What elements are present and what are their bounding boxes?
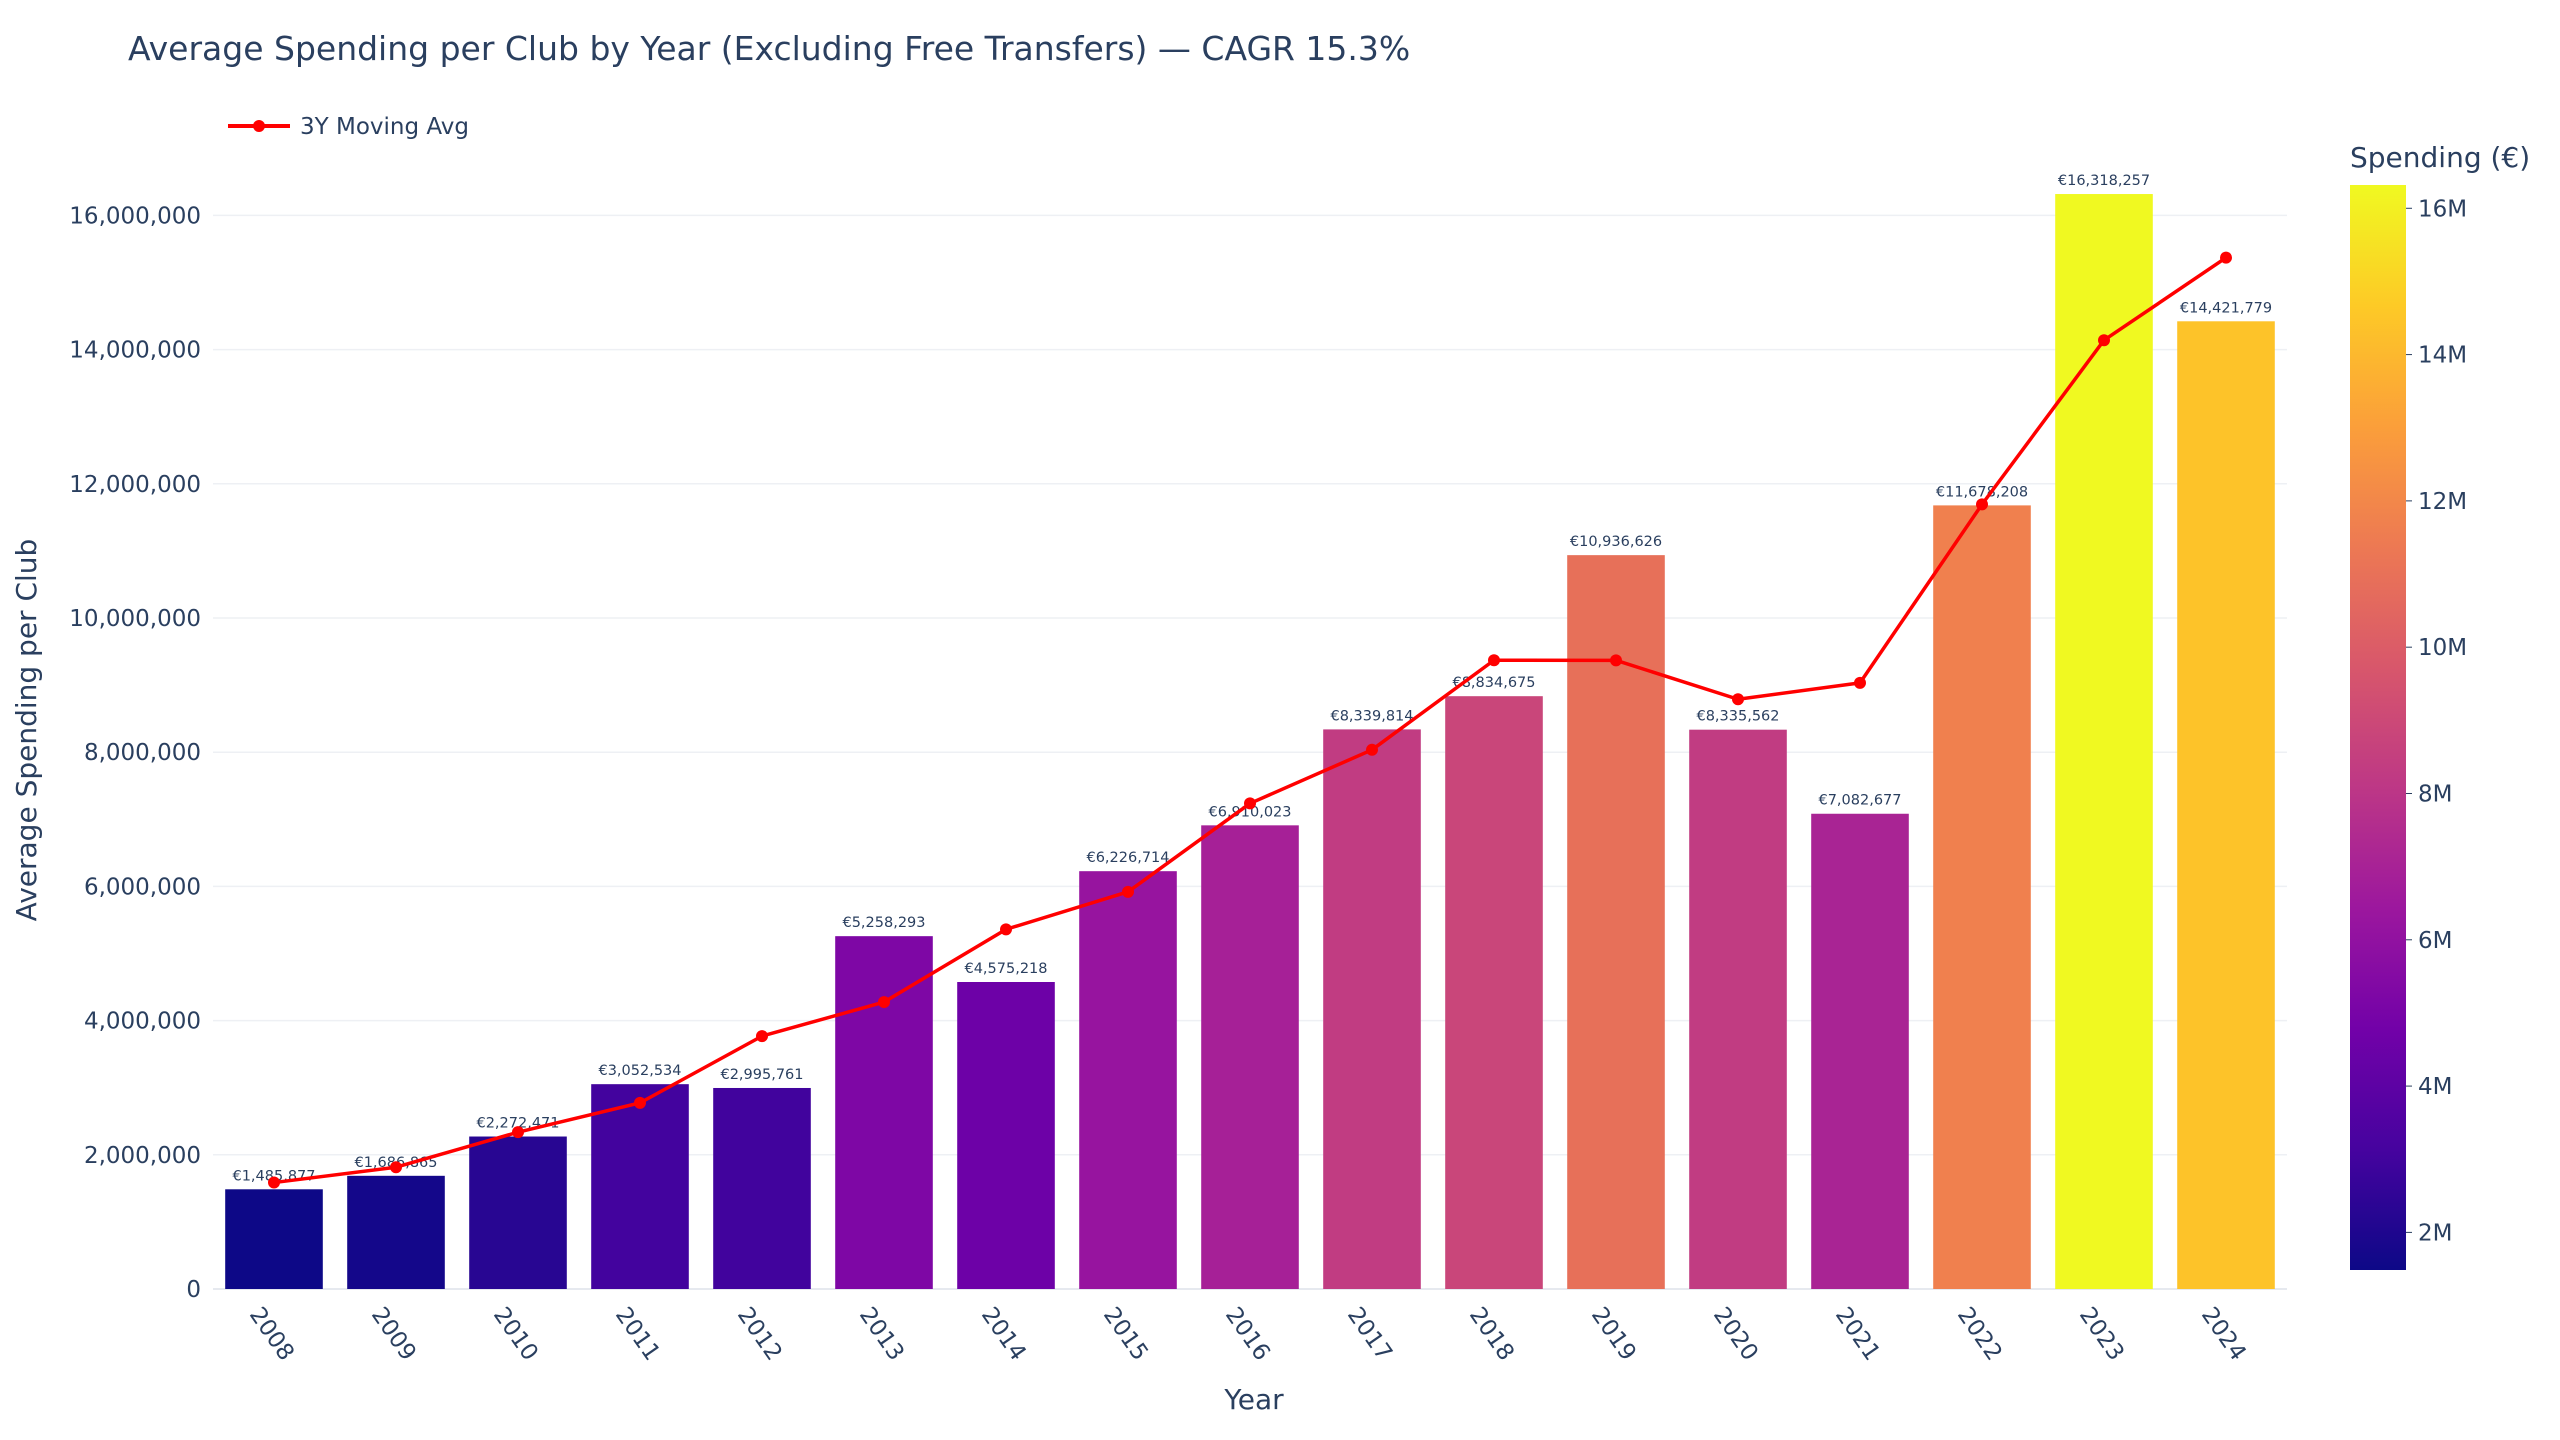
- legend[interactable]: 3Y Moving Avg: [228, 114, 469, 140]
- bar[interactable]: [1689, 729, 1787, 1289]
- colorbar-title: Spending (€): [2350, 141, 2530, 174]
- y-tick-label: 12,000,000: [69, 472, 201, 498]
- y-tick-label: 16,000,000: [69, 203, 201, 229]
- chart-title: Average Spending per Club by Year (Exclu…: [128, 29, 1410, 68]
- bar-value-label: €5,258,293: [842, 915, 925, 931]
- bar-value-label: €14,421,779: [2180, 300, 2272, 316]
- bar[interactable]: [2177, 321, 2275, 1289]
- y-tick-label: 14,000,000: [69, 338, 201, 364]
- bar[interactable]: [469, 1136, 567, 1289]
- legend-marker-swatch: [253, 120, 265, 132]
- bar-value-label: €11,678,208: [1936, 484, 2028, 500]
- legend-label-moving-avg: 3Y Moving Avg: [300, 114, 469, 140]
- bar-value-label: €2,995,761: [720, 1067, 803, 1083]
- bars: [225, 194, 2275, 1290]
- y-tick-label: 8,000,000: [84, 740, 201, 766]
- bar-value-label: €3,052,534: [598, 1063, 681, 1079]
- bar[interactable]: [713, 1087, 811, 1289]
- bar[interactable]: [1201, 825, 1299, 1289]
- bar[interactable]: [591, 1084, 689, 1289]
- bar-value-label: €10,936,626: [1570, 534, 1662, 550]
- y-tick-label: 4,000,000: [84, 1009, 201, 1035]
- bar[interactable]: [2055, 194, 2153, 1290]
- y-tick-label: 0: [186, 1277, 201, 1303]
- moving-average-point[interactable]: [1366, 743, 1378, 756]
- colorbar-tick-label: 8M: [2418, 781, 2452, 807]
- y-tick-label: 2,000,000: [84, 1143, 201, 1169]
- bar-value-label: €8,834,675: [1452, 675, 1535, 691]
- y-tick-label: 10,000,000: [69, 606, 201, 632]
- colorbar-ticks: 2M 4M 6M 8M 10M 12M 14M 16M: [2406, 196, 2467, 1246]
- y-tick-label: 6,000,000: [84, 874, 201, 900]
- moving-average-point[interactable]: [1000, 923, 1012, 936]
- x-axis-label: Year: [1223, 1383, 1284, 1416]
- colorbar-tick-label: 4M: [2418, 1074, 2452, 1100]
- moving-average-point[interactable]: [1854, 676, 1866, 689]
- moving-average-line: [268, 251, 2232, 1189]
- moving-average-point[interactable]: [634, 1096, 646, 1109]
- moving-average-point[interactable]: [1244, 797, 1256, 810]
- colorbar-tick-label: 14M: [2418, 343, 2467, 369]
- moving-average-point[interactable]: [268, 1176, 280, 1189]
- colorbar-tick-label: 2M: [2418, 1220, 2452, 1246]
- colorbar-tick-label: 10M: [2418, 635, 2467, 661]
- bar-value-label: €6,226,714: [1086, 850, 1169, 866]
- moving-average-point[interactable]: [512, 1126, 524, 1139]
- bar-value-label: €8,339,814: [1330, 708, 1413, 724]
- bar[interactable]: [1079, 871, 1177, 1289]
- colorbar-tick-label: 16M: [2418, 196, 2467, 222]
- bar-value-label: €8,335,562: [1696, 709, 1779, 725]
- bar[interactable]: [1567, 555, 1665, 1289]
- bar[interactable]: [835, 936, 933, 1289]
- colorbar: [2350, 185, 2406, 1270]
- bar-value-label: €7,082,677: [1818, 793, 1901, 809]
- bar[interactable]: [225, 1189, 323, 1289]
- y-axis-ticks: 0 2,000,000 4,000,000 6,000,000 8,000,000 10,…: [69, 203, 201, 1303]
- moving-average-point[interactable]: [2098, 334, 2110, 347]
- bar[interactable]: [347, 1175, 445, 1289]
- y-axis-label: Average Spending per Club: [10, 539, 43, 922]
- moving-average-point[interactable]: [1488, 654, 1500, 667]
- bar-value-label: €16,318,257: [2058, 173, 2150, 189]
- bar[interactable]: [1933, 505, 2031, 1289]
- moving-average-point[interactable]: [1976, 498, 1988, 511]
- bar[interactable]: [957, 982, 1055, 1289]
- bar[interactable]: [1445, 696, 1543, 1289]
- moving-average-point[interactable]: [756, 1030, 768, 1043]
- moving-average-point[interactable]: [390, 1161, 402, 1174]
- moving-average-point[interactable]: [1732, 693, 1744, 706]
- colorbar-tick-label: 12M: [2418, 489, 2467, 515]
- bar[interactable]: [1323, 729, 1421, 1289]
- moving-average-point[interactable]: [1122, 885, 1134, 898]
- moving-average-point[interactable]: [2220, 251, 2232, 264]
- colorbar-tick-label: 6M: [2418, 928, 2452, 954]
- bar-value-label: €4,575,218: [964, 961, 1047, 977]
- moving-average-point[interactable]: [1610, 654, 1622, 667]
- bar[interactable]: [1811, 813, 1909, 1289]
- moving-average-point[interactable]: [878, 996, 890, 1009]
